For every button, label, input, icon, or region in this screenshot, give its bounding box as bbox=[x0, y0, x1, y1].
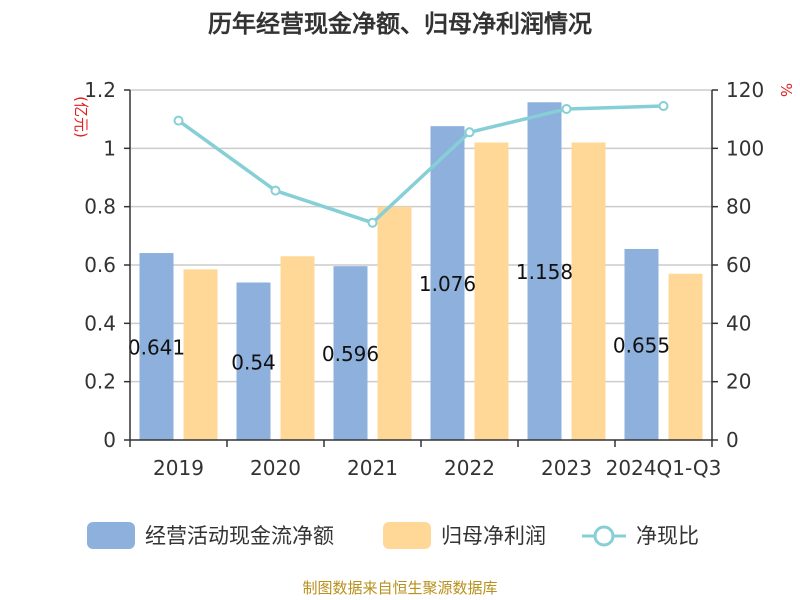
x-tick-label: 2022 bbox=[444, 456, 495, 480]
bar-cash-flow bbox=[527, 102, 562, 440]
right-tick-label: 120 bbox=[726, 78, 764, 102]
legend: 经营活动现金流净额 归母净利润 净现比 bbox=[87, 522, 699, 549]
bar-cash-flow bbox=[624, 248, 659, 440]
legend-label-ratio: 净现比 bbox=[636, 524, 699, 548]
left-tick-label: 0.8 bbox=[84, 195, 116, 219]
x-tick-label: 2020 bbox=[250, 456, 301, 480]
left-tick-label: 0 bbox=[103, 428, 116, 452]
x-tick-label: 2023 bbox=[541, 456, 592, 480]
bar-net-profit bbox=[668, 273, 703, 440]
bar-net-profit bbox=[377, 206, 412, 440]
bar-cash-flow bbox=[236, 282, 271, 440]
point-ratio bbox=[270, 185, 281, 196]
data-label-cash-flow: 0.655 bbox=[613, 333, 670, 357]
left-axis-unit: (亿元) bbox=[72, 96, 90, 138]
bar-group bbox=[139, 102, 703, 441]
line-series bbox=[173, 101, 669, 228]
left-tick-label: 1 bbox=[103, 136, 116, 160]
chart-title: 历年经营现金净额、归母净利润情况 bbox=[208, 10, 592, 38]
left-tick-label: 1.2 bbox=[84, 78, 116, 102]
legend-marker-ratio bbox=[593, 525, 615, 547]
bar-net-profit bbox=[571, 142, 606, 440]
legend-label-cash-flow: 经营活动现金流净额 bbox=[145, 524, 334, 548]
data-label-cash-flow: 0.54 bbox=[231, 350, 276, 374]
data-label-cash-flow: 1.158 bbox=[516, 260, 573, 284]
legend-swatch-cash-flow bbox=[87, 522, 135, 549]
left-tick-label: 0.2 bbox=[84, 370, 116, 394]
right-tick-label: 20 bbox=[726, 370, 751, 394]
right-tick-label: 0 bbox=[726, 428, 739, 452]
bar-net-profit bbox=[280, 256, 315, 440]
data-labels: 0.641 0.54 0.596 1.076 1.158 0.655 bbox=[128, 260, 670, 374]
bar-net-profit bbox=[183, 269, 218, 440]
x-tick-label: 2019 bbox=[153, 456, 204, 480]
point-ratio bbox=[367, 217, 378, 228]
point-ratio bbox=[173, 115, 184, 126]
point-ratio bbox=[561, 103, 572, 114]
bar-net-profit bbox=[474, 142, 509, 440]
right-tick-label: 80 bbox=[726, 195, 751, 219]
axes: 0 0.2 0.4 0.6 0.8 1 1.2 0 20 40 60 80 100 120 2019 2020… bbox=[84, 78, 764, 480]
x-tick-label: 2024Q1-Q3 bbox=[606, 456, 722, 480]
bar-cash-flow bbox=[430, 126, 465, 441]
point-ratio bbox=[464, 127, 475, 138]
right-tick-label: 40 bbox=[726, 311, 751, 335]
bar-cash-flow bbox=[333, 266, 368, 440]
right-axis-unit: % bbox=[777, 83, 795, 97]
gridlines bbox=[130, 89, 712, 383]
line-ratio bbox=[177, 104, 664, 225]
data-label-cash-flow: 0.641 bbox=[128, 336, 185, 360]
left-tick-label: 0.4 bbox=[84, 311, 116, 335]
left-tick-label: 0.6 bbox=[84, 253, 116, 277]
point-ratio bbox=[658, 101, 669, 112]
legend-label-net-profit: 归母净利润 bbox=[441, 524, 546, 548]
right-tick-label: 100 bbox=[726, 136, 764, 160]
data-label-cash-flow: 1.076 bbox=[419, 272, 476, 296]
x-tick-label: 2021 bbox=[347, 456, 398, 480]
data-label-cash-flow: 0.596 bbox=[322, 342, 379, 366]
bar-cash-flow bbox=[139, 253, 174, 440]
source-note: 制图数据来自恒生聚源数据库 bbox=[302, 579, 497, 597]
legend-swatch-net-profit bbox=[383, 522, 431, 549]
right-tick-label: 60 bbox=[726, 253, 751, 277]
